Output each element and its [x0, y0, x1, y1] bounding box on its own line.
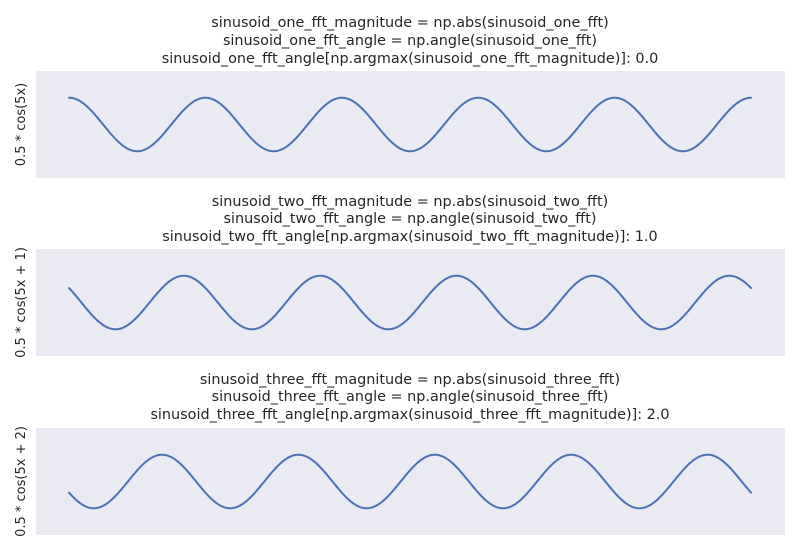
chart-title-line: sinusoid_three_fft_angle[np.argmax(sinus…: [150, 407, 669, 423]
chart-title-line: sinusoid_one_fft_angle[np.argmax(sinusoi…: [162, 51, 659, 67]
subplot-3: sinusoid_three_fft_magnitude = np.abs(si…: [14, 372, 785, 537]
axes-background: [36, 249, 785, 356]
subplot-1: sinusoid_one_fft_magnitude = np.abs(sinu…: [14, 15, 785, 178]
y-axis-label: 0.5 * cos(5x + 1): [14, 247, 29, 358]
chart-title-line: sinusoid_three_fft_magnitude = np.abs(si…: [200, 372, 620, 388]
subplot-2: sinusoid_two_fft_magnitude = np.abs(sinu…: [14, 194, 785, 358]
chart-title-line: sinusoid_one_fft_magnitude = np.abs(sinu…: [211, 15, 609, 31]
chart-title-line: sinusoid_two_fft_magnitude = np.abs(sinu…: [212, 194, 608, 210]
axes-background: [36, 71, 785, 178]
sinusoid-line: [68, 274, 752, 331]
sinusoid-line: [68, 96, 752, 153]
sinusoid-line: [68, 453, 752, 510]
y-axis-label: 0.5 * cos(5x): [14, 83, 29, 166]
chart-title-line: sinusoid_two_fft_angle[np.argmax(sinusoi…: [162, 229, 657, 245]
chart-title-line: sinusoid_one_fft_angle = np.angle(sinuso…: [223, 33, 597, 49]
chart-title-line: sinusoid_two_fft_angle = np.angle(sinuso…: [224, 211, 597, 227]
axes-background: [36, 428, 785, 535]
chart-title-line: sinusoid_three_fft_angle = np.angle(sinu…: [212, 389, 609, 405]
y-axis-label: 0.5 * cos(5x + 2): [14, 426, 29, 537]
